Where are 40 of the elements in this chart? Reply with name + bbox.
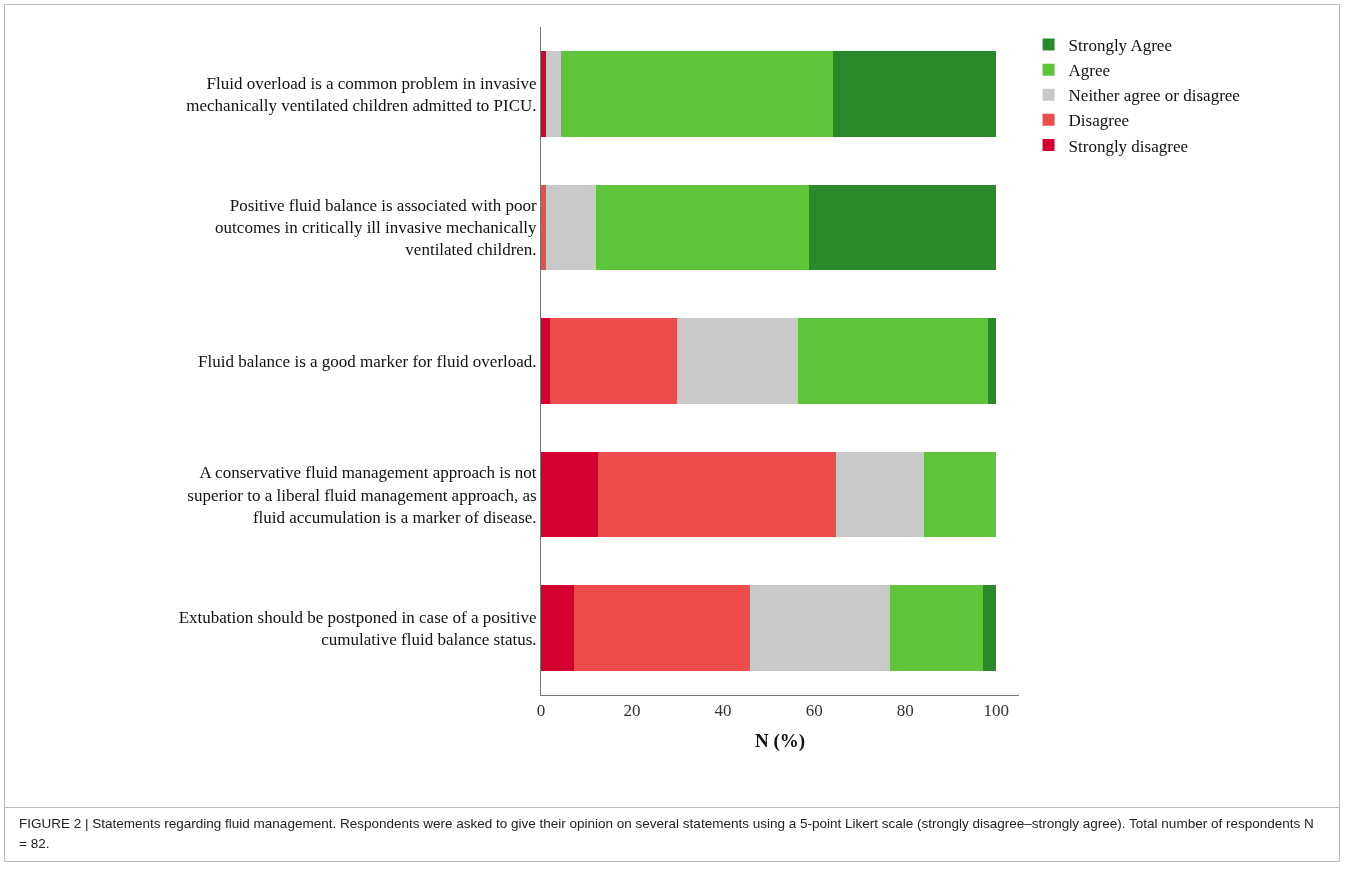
bar <box>987 318 997 404</box>
y-tick-label: A conservative fluid management approach is not superior to a liberal fluid management approach, as fluid accumulation is a marker of disease. <box>187 463 537 527</box>
bar <box>983 585 997 671</box>
x-tick-label: 40 <box>714 701 732 721</box>
bar <box>541 585 575 671</box>
x-axis-title: N (%) <box>754 730 806 753</box>
bar <box>808 184 997 271</box>
bar <box>546 184 596 271</box>
bar <box>541 451 599 538</box>
bar <box>546 51 561 137</box>
bar <box>574 585 750 671</box>
x-tick-label: 60 <box>805 701 823 721</box>
legend-label: Strongly Agree <box>1068 36 1172 56</box>
x-tick-label: 100 <box>983 701 1009 721</box>
x-tick-label: 20 <box>623 701 641 721</box>
x-tick-label: 80 <box>896 701 914 721</box>
bar <box>749 585 891 671</box>
legend-label: Disagree <box>1068 111 1129 131</box>
bar <box>541 184 547 271</box>
bar <box>924 451 997 538</box>
bar <box>890 585 984 671</box>
y-tick-label: Fluid overload is a common problem in invasive mechanically ventilated children admitted to PICU. <box>186 73 537 115</box>
bar <box>560 51 833 137</box>
bar <box>832 51 997 137</box>
legend-label: Strongly disagree <box>1068 136 1189 156</box>
bar <box>595 184 809 271</box>
bar <box>541 318 551 404</box>
legend-label: Neither agree or disagree <box>1068 86 1240 106</box>
bar <box>541 51 547 137</box>
y-tick-label: Extubation should be postponed in case of a positive cumulative fluid balance status. <box>178 608 537 650</box>
bar <box>677 318 799 404</box>
y-tick-label: Fluid balance is a good marker for fluid overload. <box>198 351 537 371</box>
caption: FIGURE 2 | Statements regarding fluid management. Respondents were asked to give their opinion on several statements using a 5-point Likert scale (strongly disagree–strongly agree). Total number of respondents N = 82. <box>5 807 1339 861</box>
bar <box>836 451 925 538</box>
bar <box>598 451 837 538</box>
x-tick-label: 0 <box>536 701 546 721</box>
bar <box>550 318 678 404</box>
bar <box>798 318 988 404</box>
legend-label: Agree <box>1068 61 1111 81</box>
y-tick-label: Positive fluid balance is associated with poor outcomes in critically ill invasive mechanically ventilated children. <box>215 196 538 260</box>
